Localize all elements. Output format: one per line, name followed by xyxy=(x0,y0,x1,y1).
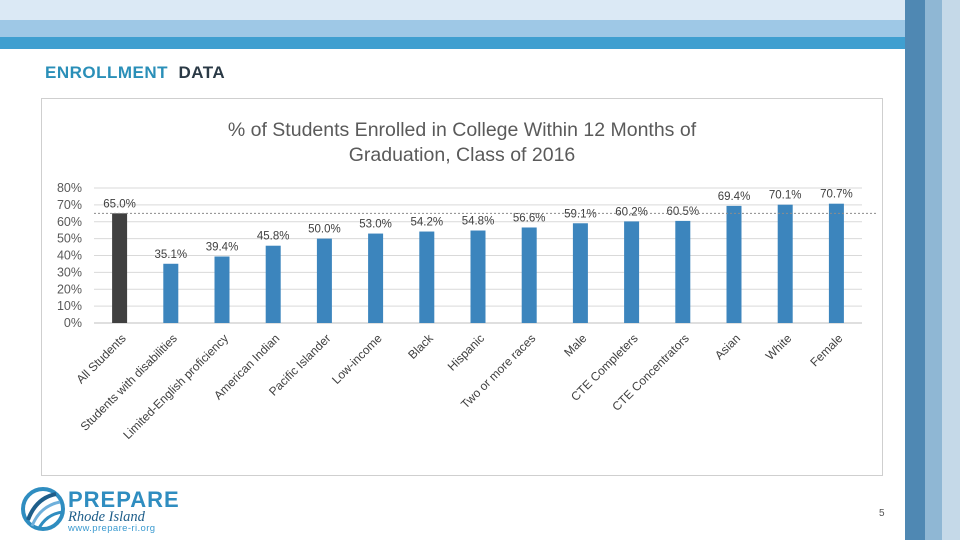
x-tick-label: Black xyxy=(405,331,436,362)
bar xyxy=(214,256,230,323)
bar xyxy=(777,204,793,323)
bar xyxy=(265,245,281,323)
y-tick-label: 40% xyxy=(57,249,82,263)
chart-container: % of Students Enrolled in College Within… xyxy=(41,98,883,476)
bar xyxy=(828,203,844,323)
data-label: 35.1% xyxy=(154,249,187,261)
bar xyxy=(368,233,384,323)
top-band-mid xyxy=(0,20,960,37)
data-label: 70.7% xyxy=(820,189,853,201)
data-label: 50.0% xyxy=(308,224,341,236)
data-label: 60.2% xyxy=(615,206,648,218)
bar xyxy=(163,263,179,323)
data-label: 60.5% xyxy=(666,206,699,218)
x-tick-label: Male xyxy=(561,331,590,360)
x-tick-label: Female xyxy=(807,331,845,369)
bar xyxy=(112,213,128,323)
bar xyxy=(572,223,588,323)
x-tick-label: Students with disabilities xyxy=(78,331,180,433)
y-tick-label: 80% xyxy=(57,181,82,195)
prepare-ri-logo: PREPARE Rhode Island www.prepare-ri.org xyxy=(20,486,200,534)
chart-title-line2: Graduation, Class of 2016 xyxy=(348,144,576,166)
bar-chart: 0% 10% 20% 30% 40% 50% 60% 70% 80% 65.0% All Stude… xyxy=(57,181,876,442)
y-tick-label: 20% xyxy=(57,282,82,296)
bar xyxy=(470,230,486,323)
logo-wordmark: PREPARE xyxy=(68,487,180,512)
right-decor-strip xyxy=(905,0,925,540)
y-tick-label: 50% xyxy=(57,232,82,246)
chart-title-line1: % of Students Enrolled in College Within… xyxy=(227,119,697,141)
data-label: 70.1% xyxy=(769,190,802,202)
y-tick-label: 60% xyxy=(57,215,82,229)
bar xyxy=(624,221,640,323)
y-tick-label: 70% xyxy=(57,198,82,212)
data-label: 39.4% xyxy=(206,242,239,254)
logo-url: www.prepare-ri.org xyxy=(68,523,156,534)
y-tick-label: 30% xyxy=(57,265,82,279)
data-label: 56.6% xyxy=(513,212,546,224)
x-tick-label: Low-income xyxy=(329,331,385,387)
x-tick-label: Asian xyxy=(712,331,743,362)
top-band-light xyxy=(0,0,960,20)
y-tick-label: 10% xyxy=(57,299,82,313)
chart-title: % of Students Enrolled in College Within… xyxy=(42,118,882,168)
swoosh-logo-icon xyxy=(21,487,65,531)
page-title-accent: ENROLLMENT xyxy=(45,63,169,82)
right-decor-strip xyxy=(942,0,960,540)
bar xyxy=(316,238,332,323)
page-title-main: DATA xyxy=(178,63,226,82)
bar xyxy=(726,205,742,323)
data-label: 54.8% xyxy=(462,216,495,228)
page-number: 5 xyxy=(879,508,885,519)
x-tick-label: Hispanic xyxy=(445,331,487,373)
page-title: ENROLLMENT DATA xyxy=(45,63,225,83)
x-tick-label: All Students xyxy=(74,331,129,386)
right-decor-strip xyxy=(925,0,942,540)
data-label: 69.4% xyxy=(718,191,751,203)
bar xyxy=(521,227,537,323)
y-tick-label: 0% xyxy=(64,316,82,330)
logo-subtitle: Rhode Island xyxy=(68,509,145,525)
data-label: 53.0% xyxy=(359,219,392,231)
data-label: 45.8% xyxy=(257,231,290,243)
bar xyxy=(675,220,691,323)
x-tick-label: White xyxy=(763,331,795,363)
top-band-dark xyxy=(0,37,960,49)
data-label: 65.0% xyxy=(103,198,136,210)
x-tick-label: Limited-English proficiency xyxy=(120,331,231,442)
data-label: 54.2% xyxy=(410,217,443,229)
data-label: 59.1% xyxy=(564,208,597,220)
bar xyxy=(419,231,435,323)
